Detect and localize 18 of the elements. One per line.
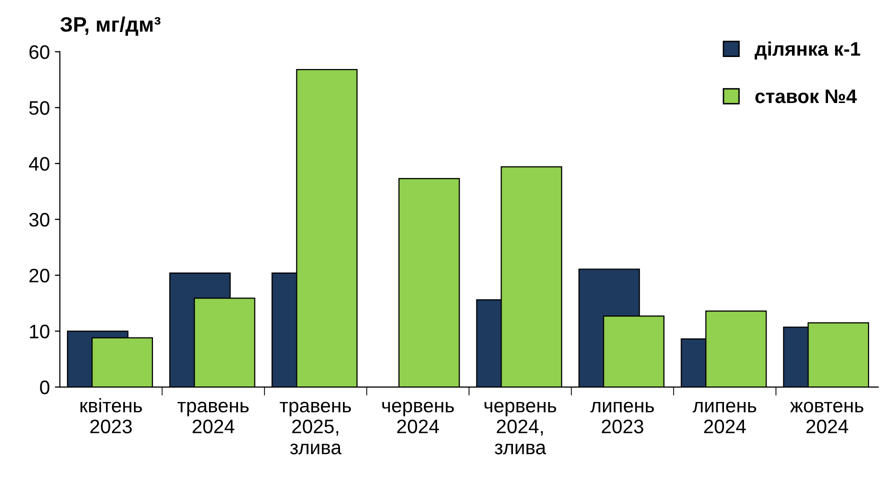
x-tick-label: жовтень 2024 xyxy=(790,402,864,434)
legend-label: ставок №4 xyxy=(755,90,857,104)
y-tick-label: 60 xyxy=(29,45,50,59)
x-tick-label: липень 2023 xyxy=(590,402,654,434)
chart-title: ЗР, мг/дм³ xyxy=(60,16,160,36)
x-tick-label: липень 2024 xyxy=(692,402,756,434)
y-tick-label: 50 xyxy=(29,101,50,115)
x-tick-label: квітень 2023 xyxy=(80,398,142,434)
y-tick-label: 20 xyxy=(29,268,50,282)
y-tick-label: 30 xyxy=(29,212,50,227)
legend-label: ділянка к-1 xyxy=(754,42,860,60)
x-tick-label: червень 2024 xyxy=(382,402,454,434)
x-tick-label: травень 2025, злива xyxy=(280,402,351,454)
y-tick-label: 40 xyxy=(28,156,50,171)
x-tick-label: червень 2024, злива xyxy=(484,402,556,454)
x-tick-label: травень 2024 xyxy=(177,402,249,434)
y-tick-label: 10 xyxy=(30,324,50,338)
y-tick-label: 0 xyxy=(40,380,50,394)
